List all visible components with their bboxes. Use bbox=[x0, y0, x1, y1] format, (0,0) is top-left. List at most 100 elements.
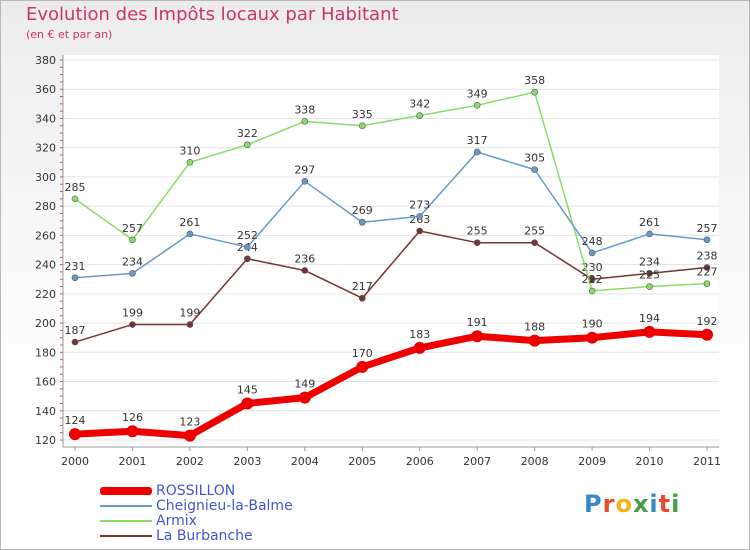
data-point bbox=[646, 270, 653, 277]
x-tick-label: 2008 bbox=[521, 455, 549, 468]
data-label: 255 bbox=[524, 225, 545, 238]
data-point bbox=[471, 330, 484, 343]
data-point bbox=[186, 321, 194, 328]
data-label: 187 bbox=[65, 324, 86, 337]
data-point bbox=[301, 178, 309, 185]
data-label: 231 bbox=[65, 260, 86, 273]
data-point bbox=[71, 274, 79, 282]
legend-swatch bbox=[100, 505, 152, 507]
legend-label: Armix bbox=[156, 513, 197, 529]
data-point bbox=[298, 391, 311, 404]
data-point bbox=[416, 213, 424, 220]
data-point bbox=[244, 141, 251, 149]
data-point bbox=[416, 227, 424, 235]
data-point bbox=[473, 148, 481, 156]
x-tick-label: 2000 bbox=[61, 455, 89, 468]
y-tick-label: 260 bbox=[35, 229, 56, 242]
data-point bbox=[358, 122, 366, 130]
x-tick-label: 2001 bbox=[118, 455, 146, 468]
data-label: 234 bbox=[122, 255, 143, 268]
data-point bbox=[703, 236, 711, 244]
data-label: 170 bbox=[352, 347, 373, 360]
y-tick-label: 280 bbox=[35, 200, 56, 213]
data-point bbox=[703, 264, 711, 271]
x-tick-label: 2010 bbox=[636, 455, 664, 468]
data-label: 297 bbox=[294, 163, 315, 176]
data-point bbox=[646, 230, 653, 238]
proxiti-logo: Proxiti bbox=[584, 490, 681, 518]
y-tick-label: 180 bbox=[35, 346, 56, 359]
data-label: 358 bbox=[524, 74, 545, 87]
series-line bbox=[74, 91, 708, 292]
data-point bbox=[186, 230, 194, 238]
y-tick-label: 200 bbox=[35, 317, 56, 330]
data-label: 257 bbox=[122, 222, 143, 235]
y-tick-label: 300 bbox=[35, 171, 56, 184]
data-point bbox=[356, 360, 369, 373]
x-tick-label: 2003 bbox=[233, 455, 261, 468]
data-point bbox=[588, 249, 596, 257]
data-label: 255 bbox=[467, 225, 488, 238]
y-tick-label: 340 bbox=[35, 112, 56, 125]
chart-title: Evolution des Impôts locaux par Habitant bbox=[26, 4, 399, 25]
data-label: 194 bbox=[639, 312, 660, 325]
data-point bbox=[129, 321, 136, 328]
data-point bbox=[701, 328, 713, 341]
data-label: 273 bbox=[409, 198, 430, 211]
data-label: 234 bbox=[639, 255, 660, 268]
data-label: 269 bbox=[352, 204, 373, 217]
data-point bbox=[71, 338, 79, 346]
y-tick-label: 320 bbox=[35, 142, 56, 155]
data-label: 248 bbox=[582, 235, 603, 248]
data-label: 124 bbox=[65, 414, 86, 427]
data-point bbox=[129, 236, 136, 244]
data-point bbox=[358, 294, 366, 302]
x-tick-label: 2007 bbox=[463, 455, 491, 468]
x-tick-label: 2009 bbox=[578, 455, 606, 468]
plot-area bbox=[63, 55, 719, 447]
data-label: 322 bbox=[237, 127, 258, 140]
data-point bbox=[301, 267, 309, 274]
data-label: 252 bbox=[237, 229, 258, 242]
data-label: 123 bbox=[179, 416, 200, 429]
y-tick-label: 140 bbox=[35, 405, 56, 418]
data-label: 190 bbox=[582, 318, 603, 331]
data-point bbox=[186, 159, 194, 166]
data-label: 261 bbox=[639, 216, 660, 229]
data-label: 145 bbox=[237, 383, 258, 396]
data-point bbox=[241, 397, 254, 410]
x-tick-label: 2005 bbox=[348, 455, 376, 468]
data-point bbox=[473, 239, 481, 246]
data-point bbox=[531, 88, 538, 96]
data-label: 236 bbox=[294, 252, 315, 265]
data-label: 199 bbox=[122, 307, 143, 320]
data-label: 222 bbox=[582, 273, 603, 286]
x-tick-label: 2004 bbox=[291, 455, 319, 468]
legend-swatch bbox=[100, 520, 152, 522]
y-tick-label: 220 bbox=[35, 288, 56, 301]
data-label: 217 bbox=[352, 280, 373, 293]
data-label: 238 bbox=[697, 250, 718, 263]
data-point bbox=[358, 218, 366, 226]
legend-swatch bbox=[100, 487, 152, 495]
data-label: 317 bbox=[467, 134, 488, 147]
data-point bbox=[643, 325, 656, 338]
data-label: 349 bbox=[467, 87, 488, 100]
x-tick-label: 2011 bbox=[693, 455, 721, 468]
data-point bbox=[531, 166, 538, 173]
x-tick-label: 2002 bbox=[176, 455, 204, 468]
data-label: 342 bbox=[409, 98, 430, 111]
legend-label: La Burbanche bbox=[156, 528, 253, 544]
data-point bbox=[531, 239, 538, 246]
data-point bbox=[413, 341, 426, 354]
y-tick-label: 120 bbox=[35, 434, 56, 447]
x-tick-label: 2006 bbox=[406, 455, 434, 468]
data-point bbox=[586, 331, 599, 344]
data-point bbox=[244, 243, 251, 251]
data-label: 335 bbox=[352, 108, 373, 121]
legend-label: ROSSILLON bbox=[156, 483, 236, 499]
data-point bbox=[646, 283, 653, 290]
data-label: 285 bbox=[65, 181, 86, 194]
data-point bbox=[126, 425, 139, 438]
data-point bbox=[301, 118, 309, 125]
